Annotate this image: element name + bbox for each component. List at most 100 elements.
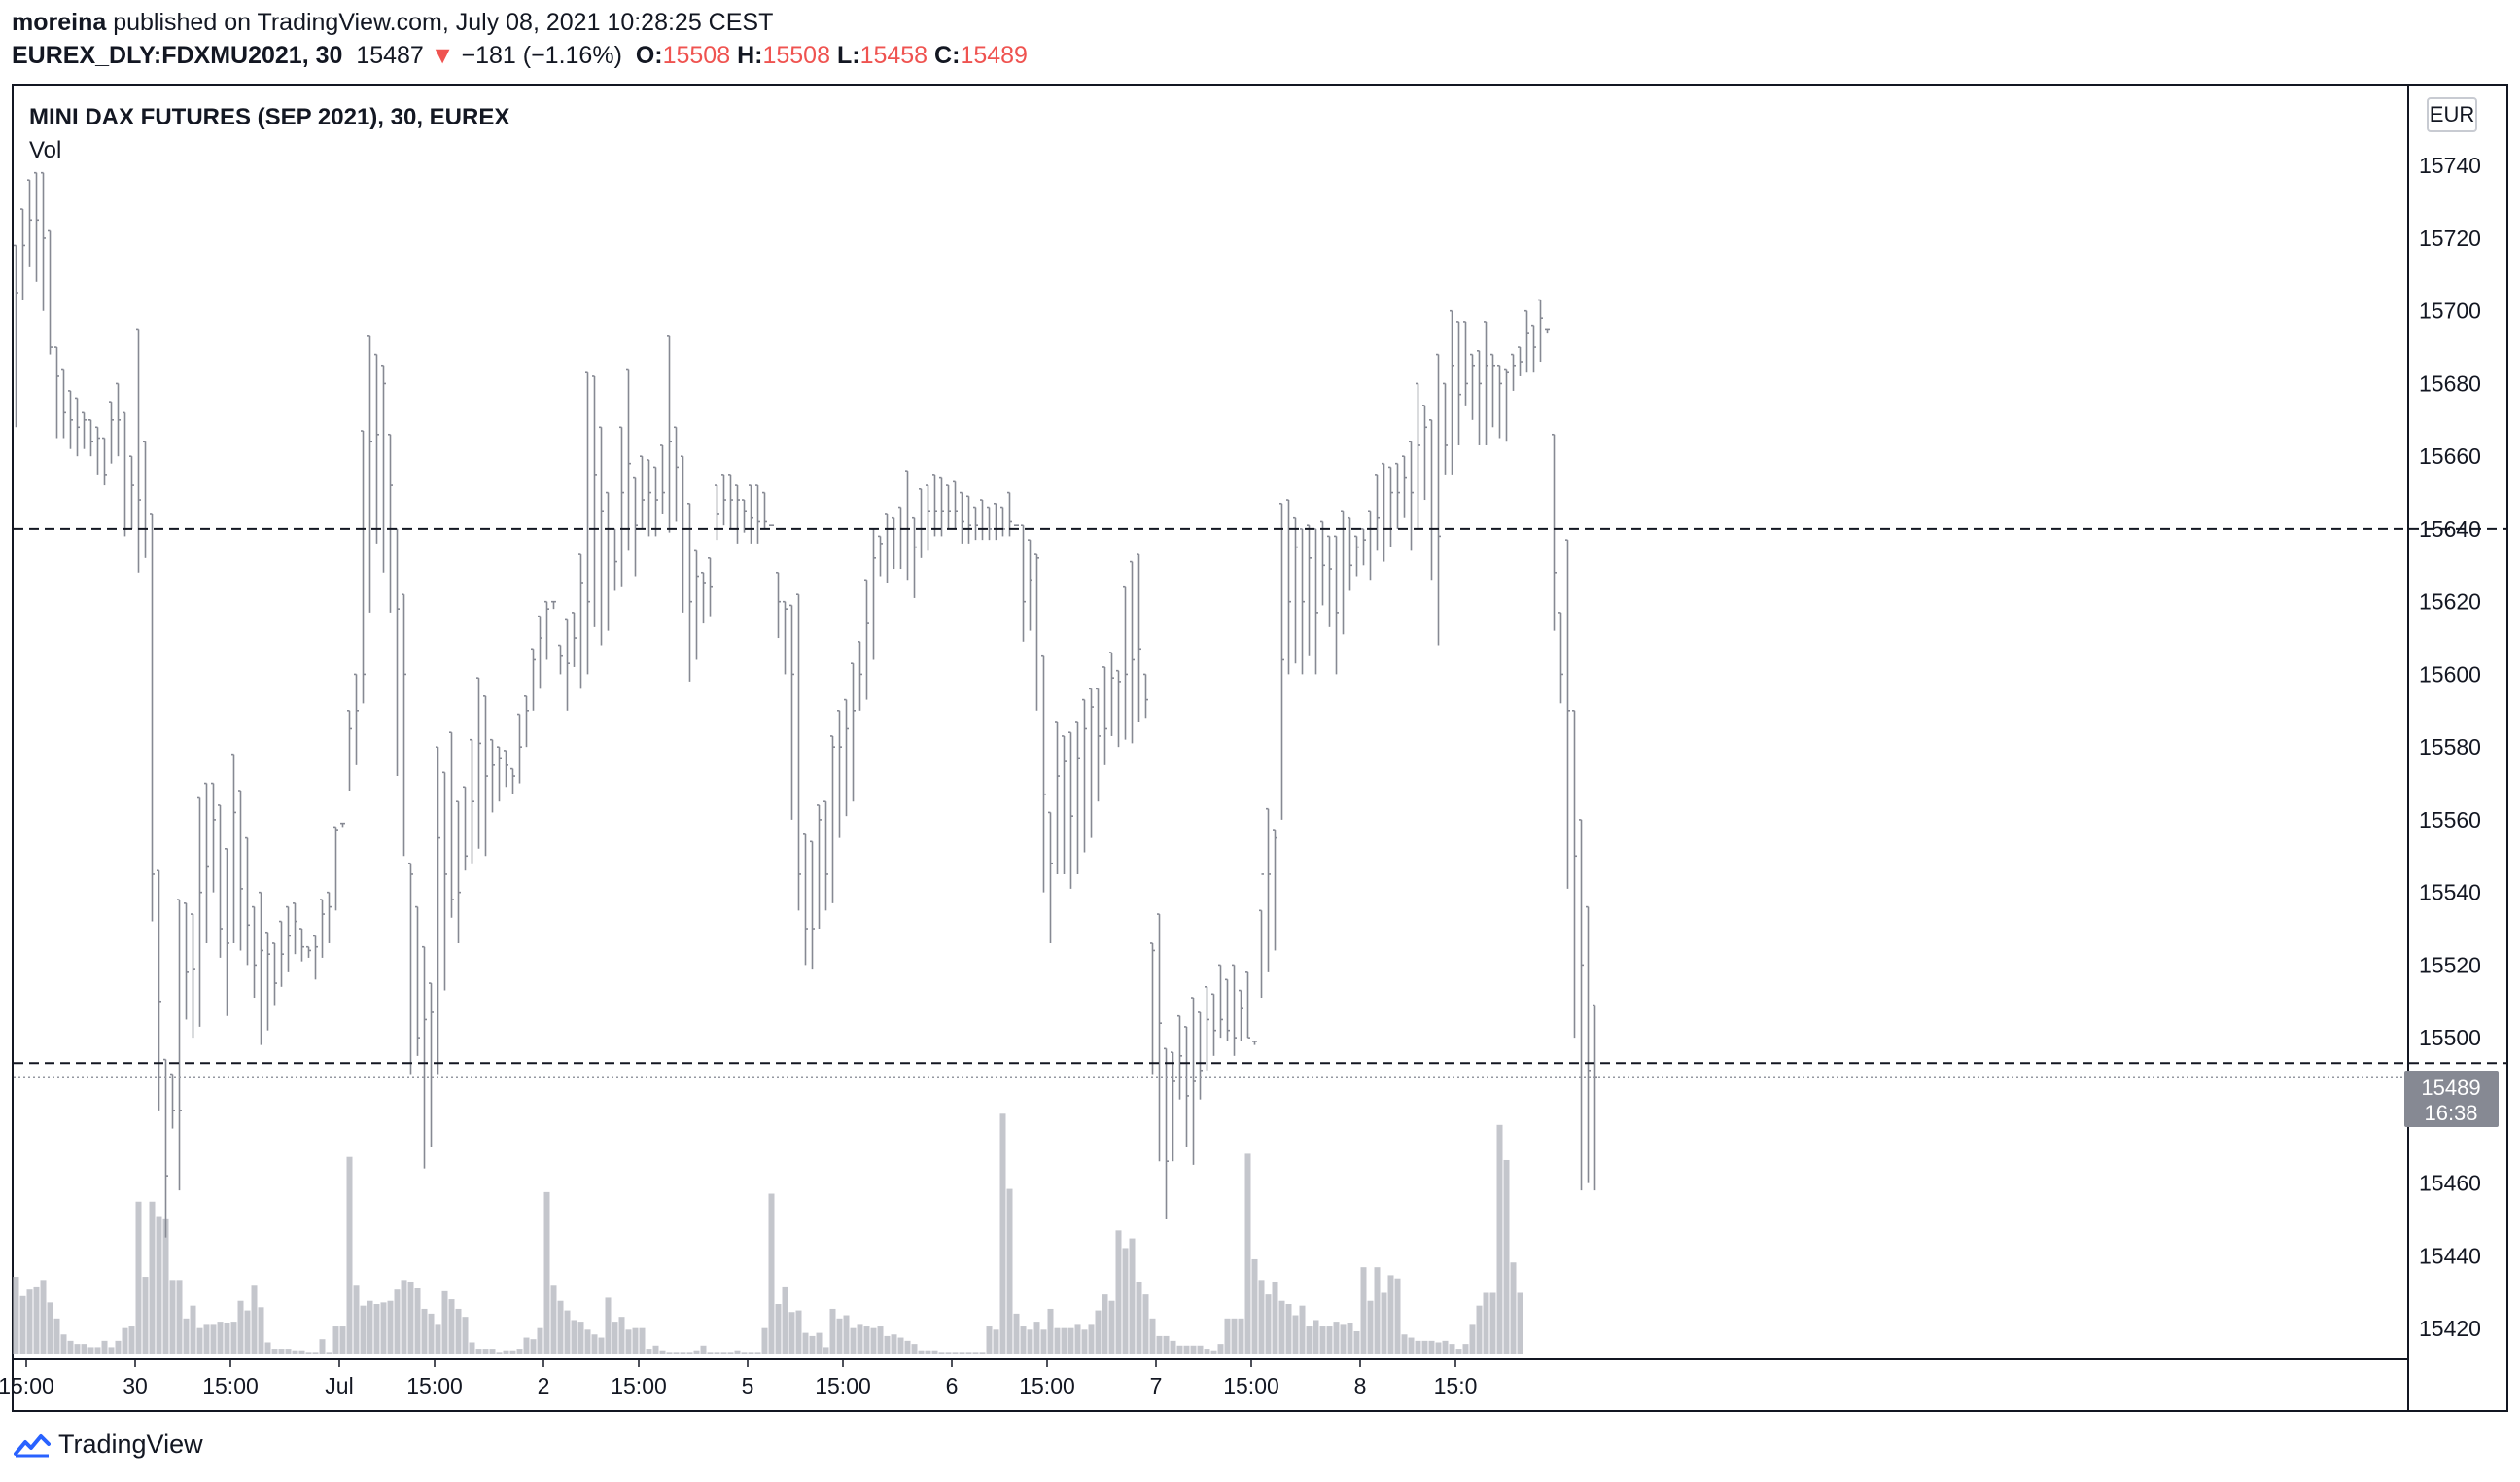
high-value: 15508 [762,42,830,69]
volume-bar [1408,1337,1415,1354]
volume-bar [1360,1267,1367,1354]
ohlc-bar [1307,524,1312,656]
volume-bar [877,1326,884,1354]
volume-bar [251,1285,258,1354]
volume-bar [1108,1300,1115,1354]
volume-bar [1170,1340,1176,1354]
volume-bar [707,1352,714,1354]
ohlc-bar [1293,516,1298,664]
volume-bar [332,1326,339,1354]
ohlc-bar [1416,382,1420,529]
volume-bar [435,1324,441,1354]
series-title[interactable]: MINI DAX FUTURES (SEP 2021), 30, EUREX [29,104,510,130]
volume-bar [639,1327,646,1354]
volume-bar [863,1326,870,1354]
indicator-label[interactable]: Vol [29,137,62,163]
volume-bar [605,1297,612,1354]
ohlc-bar [456,800,461,943]
ohlc-bar [497,746,502,802]
ohlc-bar [667,335,672,533]
volume-bar [850,1327,857,1354]
volume-bar [857,1324,863,1354]
volume-bar [550,1285,557,1354]
ohlc-bar [490,738,495,813]
volume-bar [1489,1292,1496,1354]
ohlc-bar [585,371,590,675]
tradingview-logo-icon [14,1433,51,1457]
volume-bar [496,1352,503,1354]
ohlc-bar [837,709,842,838]
ohlc-bar [510,767,515,794]
chart-frame[interactable] [12,84,2508,1412]
ohlc-bar [1524,309,1529,373]
ohlc-bar [953,480,958,529]
ohlc-bar [340,822,345,828]
volume-bar [1367,1300,1374,1354]
volume-bar [1265,1294,1272,1354]
ohlc-bar [919,488,924,558]
volume-bar [1340,1324,1347,1354]
currency-label[interactable]: EUR [2427,97,2477,132]
volume-bar [264,1342,271,1354]
volume-bar [1033,1322,1040,1354]
volume-bar [1428,1340,1435,1354]
time-tick-label: 6 [946,1373,959,1398]
time-tick-label: 5 [742,1373,754,1398]
horizontal-lines-layer [14,527,2506,1078]
ohlc-bar [687,502,692,682]
low-value: 15458 [859,42,928,69]
volume-bar [244,1310,251,1354]
ohlc-bar [551,600,556,610]
volume-bar [441,1290,448,1354]
volume-bar [822,1347,829,1354]
volume-bar [448,1299,455,1354]
volume-bar [598,1337,605,1354]
ohlc-bar [1327,535,1332,627]
ohlc-bar [75,397,80,457]
ohlc-bar [1450,309,1454,475]
ohlc-bar [68,390,73,449]
ohlc-bar [926,484,930,551]
volume-bar [367,1300,373,1354]
ohlc-bar [612,528,617,591]
volume-bar [618,1317,625,1354]
volume-bar [557,1300,564,1354]
ohlc-bar [817,804,822,930]
volume-bar [1238,1318,1244,1354]
ohlc-bar [823,800,828,911]
ohlc-bar [864,579,869,700]
ohlc-bar [1239,989,1243,1041]
volume-bar [162,1218,169,1354]
volume-bar [1517,1292,1523,1354]
volume-bar [353,1285,360,1354]
volume-bar [809,1335,816,1354]
ohlc-bar [1109,652,1114,736]
ohlc-bar [987,506,992,541]
symbol-name[interactable]: EUREX_DLY:FDXMU2021, 30 [12,42,343,69]
ohlc-bar [157,869,161,1111]
ohlc-bar [408,862,413,1075]
time-tick-label: 15:0 [1434,1373,1478,1398]
price-tick-label: 15560 [2419,807,2481,832]
volume-bar [346,1156,353,1354]
volume-bar [285,1349,292,1354]
volume-bar [326,1352,332,1354]
ohlc-bar [544,600,549,660]
price-tick-label: 15600 [2419,661,2481,687]
ohlc-bar [1484,321,1488,445]
ohlc-bar [129,455,134,529]
ohlc-bar [54,346,59,439]
publisher-name[interactable]: moreina [12,9,107,36]
ohlc-bar [1368,510,1373,581]
volume-bar [911,1344,918,1354]
ohlc-bar [1320,520,1325,606]
ohlc-bar [578,553,583,689]
ohlc-bar [1157,913,1162,1162]
ohlc-bar [762,491,767,529]
ohlc-bar [1130,560,1135,744]
tradingview-brand[interactable]: TradingView [14,1429,203,1460]
price-tick-label: 15640 [2419,516,2481,542]
volume-bar [421,1308,428,1354]
ohlc-bar [966,495,971,544]
